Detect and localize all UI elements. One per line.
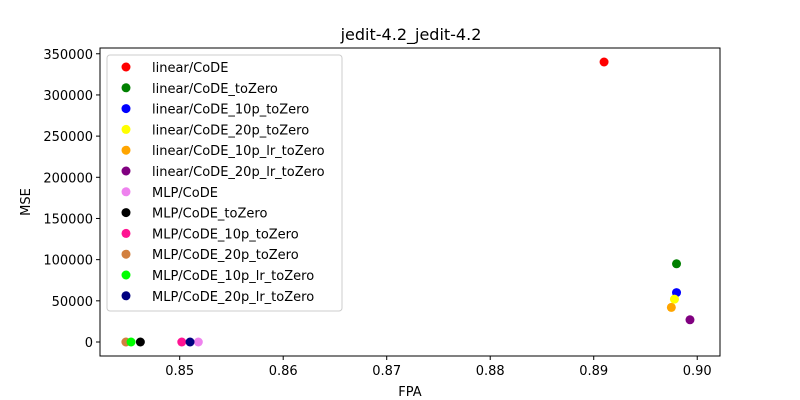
legend-entry: MLP/CoDE_20p_toZero: [152, 248, 299, 263]
legend-marker: [121, 62, 131, 72]
legend-marker: [121, 270, 131, 280]
legend-entry: linear/CoDE_10p_lr_toZero: [152, 144, 325, 159]
y-tick-label: 200000: [43, 171, 93, 186]
data-point: [599, 57, 609, 67]
data-point: [126, 337, 136, 347]
y-tick-label: 50000: [52, 295, 93, 310]
y-axis-label: MSE: [19, 188, 34, 216]
legend-marker: [121, 166, 131, 176]
legend-entry: linear/CoDE_20p_lr_toZero: [152, 165, 325, 180]
legend-marker: [121, 249, 131, 259]
y-tick-label: 100000: [43, 254, 93, 269]
data-point: [193, 337, 203, 347]
x-axis: 0.85 0.86 0.87 0.88 0.89 0.90: [165, 356, 712, 379]
x-axis-label: FPA: [398, 385, 421, 400]
y-tick-label: 300000: [43, 89, 93, 104]
data-point: [672, 259, 682, 269]
x-tick-label: 0.85: [165, 364, 194, 379]
data-point: [666, 302, 676, 312]
legend-marker: [121, 83, 131, 93]
data-point: [669, 294, 679, 304]
legend-marker: [121, 291, 131, 301]
legend-entry: MLP/CoDE: [152, 186, 218, 201]
legend-entry: MLP/CoDE_toZero: [152, 207, 267, 222]
x-tick-label: 0.89: [579, 364, 608, 379]
y-tick-label: 350000: [43, 48, 93, 63]
data-point: [135, 337, 145, 347]
legend-entry: MLP/CoDE_20p_lr_toZero: [152, 290, 314, 305]
legend-marker: [121, 208, 131, 218]
legend-entry: MLP/CoDE_10p_toZero: [152, 227, 299, 242]
data-points: [121, 57, 695, 347]
legend-entry: MLP/CoDE_10p_lr_toZero: [152, 269, 314, 284]
legend-entry: linear/CoDE_10p_toZero: [152, 103, 309, 118]
x-tick-label: 0.88: [476, 364, 505, 379]
x-tick-label: 0.86: [269, 364, 298, 379]
y-tick-label: 150000: [43, 212, 93, 227]
plot-area-frame: [99, 47, 721, 357]
y-tick-label: 0: [85, 336, 93, 351]
legend-marker: [121, 145, 131, 155]
x-tick-label: 0.90: [683, 364, 712, 379]
legend-frame: [106, 54, 343, 312]
data-point: [177, 337, 187, 347]
legend-marker: [121, 124, 131, 134]
data-point: [185, 337, 195, 347]
chart-title: jedit-4.2_jedit-4.2: [340, 25, 482, 45]
data-point: [685, 315, 695, 325]
y-tick-label: 250000: [43, 130, 93, 145]
legend-marker: [121, 187, 131, 197]
y-axis: 0 50000 100000 150000 200000 250000 300000 3500…: [43, 48, 100, 351]
legend-entry: linear/CoDE_20p_toZero: [152, 123, 309, 138]
legend-marker: [121, 104, 131, 114]
x-tick-label: 0.87: [372, 364, 401, 379]
legend-entry: linear/CoDE: [152, 61, 228, 76]
legend: linear/CoDE linear/CoDE_toZero linear/CoDE…: [106, 54, 343, 312]
legend-entry: linear/CoDE_toZero: [152, 82, 278, 97]
legend-marker: [121, 228, 131, 238]
